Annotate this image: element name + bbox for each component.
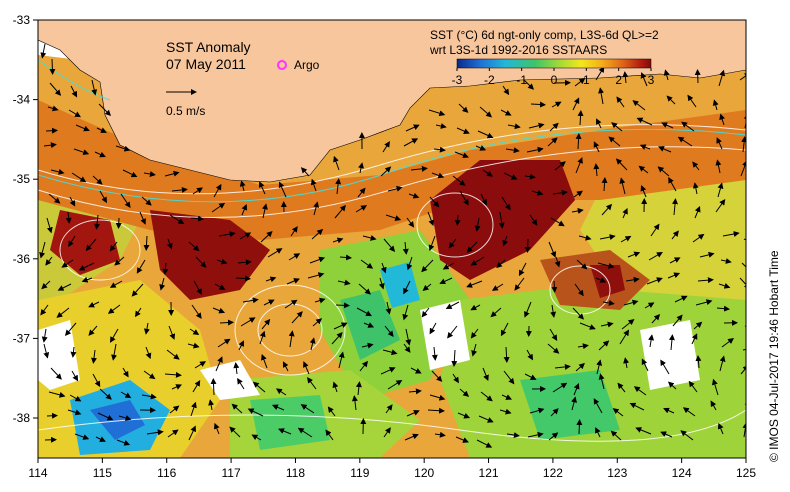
current-vector	[747, 302, 756, 314]
lat-tick-label: -34	[13, 93, 31, 107]
lat-tick-label: -35	[13, 172, 31, 186]
colorbar-tick-label: 0	[551, 73, 558, 87]
lon-tick-label: 125	[736, 466, 756, 480]
lon-tick-label: 114	[28, 466, 47, 480]
product-line-1: SST (°C) 6d ngt-only comp, L3S-6d QL>=2	[430, 28, 659, 42]
current-vector	[698, 70, 699, 83]
current-vector	[747, 93, 754, 104]
lon-tick-label: 123	[607, 466, 627, 480]
current-vector	[457, 215, 458, 225]
lat-tick-label: -37	[13, 331, 31, 345]
current-vector	[746, 214, 757, 216]
current-vector	[47, 416, 57, 417]
lon-tick-label: 117	[222, 466, 241, 480]
current-vector	[119, 218, 120, 228]
lat-tick-label: -33	[13, 13, 31, 27]
longitude-ticks: 114 115 116 117 118 119 120 121 122 123 124 125	[28, 458, 756, 480]
lon-tick-label: 122	[543, 466, 563, 480]
colorbar-tick-label: 3	[648, 73, 655, 87]
no-data-gap-4	[640, 320, 700, 390]
lon-tick-label: 120	[414, 466, 434, 480]
lon-tick-label: 121	[479, 466, 499, 480]
argo-legend-label: Argo	[294, 58, 320, 72]
current-vector	[745, 326, 759, 333]
current-vector	[220, 322, 233, 323]
map-title: SST Anomaly	[166, 39, 251, 55]
latitude-ticks: -33 -34 -35 -36 -37 -38	[13, 13, 38, 425]
map-date: 07 May 2011	[166, 56, 246, 72]
sst-anomaly-map: SST Anomaly 07 May 2011 Argo 0.5 m/s SST…	[0, 0, 790, 492]
lon-tick-label: 116	[157, 466, 176, 480]
credit-text: © IMOS 04-Jul-2017 19:46 Hobart Time	[767, 250, 781, 462]
colorbar-tick-label: 1	[583, 73, 590, 87]
scale-label: 0.5 m/s	[166, 104, 205, 118]
lon-tick-label: 115	[93, 466, 112, 480]
current-vector	[52, 59, 53, 74]
colorbar-tick-label: -3	[452, 73, 463, 87]
current-vector	[528, 239, 529, 252]
product-line-2: wrt L3S-1d 1992-2016 SSTAARS	[429, 43, 607, 57]
colorbar-tick-label: 2	[615, 73, 622, 87]
current-vector	[748, 379, 754, 389]
current-vector	[336, 305, 349, 306]
lon-tick-label: 119	[350, 466, 369, 480]
lat-tick-label: -38	[13, 411, 31, 425]
lat-tick-label: -36	[13, 252, 31, 266]
colorbar	[457, 59, 651, 68]
colorbar-tick-label: -2	[484, 73, 495, 87]
current-vector	[579, 420, 580, 434]
colorbar-tick-label: -1	[516, 73, 527, 87]
lon-tick-label: 124	[672, 466, 692, 480]
current-vector	[554, 281, 555, 292]
current-vector	[213, 379, 214, 395]
lon-tick-label: 118	[286, 466, 305, 480]
current-vector	[748, 185, 756, 191]
current-vector	[46, 130, 57, 131]
